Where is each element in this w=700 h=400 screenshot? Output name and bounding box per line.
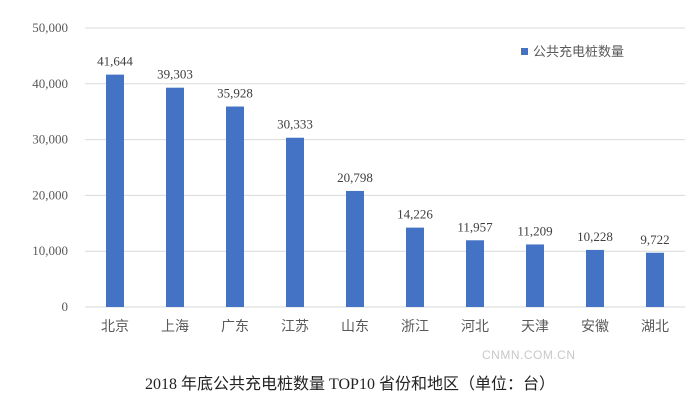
y-tick-label: 50,000 (32, 20, 68, 35)
bar (466, 240, 484, 307)
bar (346, 190, 364, 307)
data-label: 14,226 (397, 207, 433, 222)
bar (406, 227, 424, 307)
y-tick-label: 30,000 (32, 132, 68, 147)
data-label: 11,957 (457, 219, 493, 234)
x-tick-label: 湖北 (641, 319, 669, 335)
y-tick-label: 20,000 (32, 187, 68, 202)
x-tick-label: 江苏 (281, 319, 309, 335)
x-tick-label: 山东 (341, 319, 369, 335)
bar (526, 244, 544, 307)
data-label: 30,333 (277, 117, 313, 132)
y-tick-label: 0 (62, 299, 69, 314)
data-label: 41,644 (97, 54, 133, 69)
data-label: 11,209 (517, 223, 552, 238)
watermark: CNMN.COM.CN (482, 348, 576, 362)
x-tick-label: 上海 (161, 319, 189, 335)
legend-label: 公共充电桩数量 (533, 44, 624, 59)
bar (166, 87, 184, 307)
x-tick-label: 天津 (521, 319, 549, 335)
bar (286, 137, 304, 307)
chart-title: 2018 年底公共充电桩数量 TOP10 省份和地区（单位：台） (145, 376, 555, 393)
bar (226, 106, 244, 307)
bar (106, 74, 124, 307)
data-label: 9,722 (640, 232, 669, 247)
bar (646, 252, 664, 307)
data-label: 39,303 (157, 67, 193, 82)
y-tick-label: 40,000 (32, 76, 68, 91)
data-label: 20,798 (337, 170, 373, 185)
data-label: 10,228 (577, 229, 613, 244)
x-tick-label: 广东 (221, 319, 249, 335)
x-tick-label: 河北 (461, 319, 489, 335)
x-tick-label: 浙江 (401, 319, 429, 335)
y-tick-label: 10,000 (32, 243, 68, 258)
data-label: 35,928 (217, 86, 253, 101)
legend-swatch (521, 48, 528, 55)
x-tick-label: 安徽 (581, 319, 609, 335)
x-tick-label: 北京 (101, 319, 129, 335)
bar (586, 249, 604, 307)
